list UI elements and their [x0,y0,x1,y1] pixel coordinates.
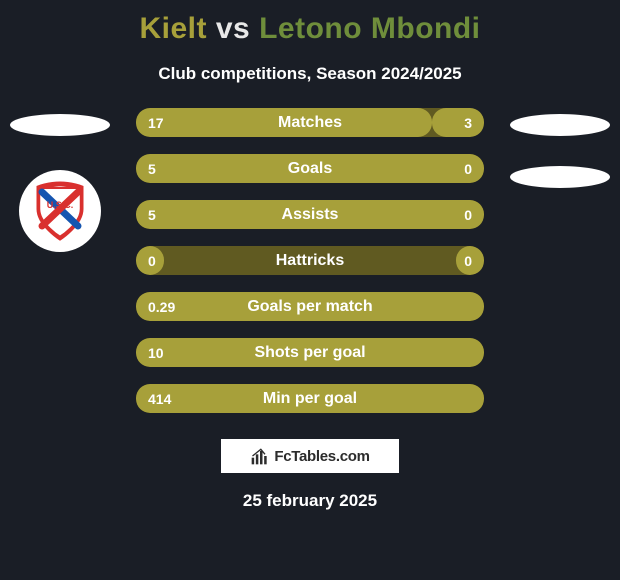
stat-label: Min per goal [136,390,484,408]
player1-name: Kielt [139,12,207,45]
content-area: U.S.C. 173Matches 50Goals 50Assists 00Hattr… [0,108,620,413]
stat-label: Goals [136,160,484,178]
source-logo: FcTables.com [221,439,399,473]
svg-text:U.S.C.: U.S.C. [47,200,74,210]
stat-label: Assists [136,206,484,224]
stat-row: 0.29Goals per match [136,292,484,321]
stat-row: 50Assists [136,200,484,229]
stats-container: 173Matches 50Goals 50Assists 00Hattricks 0.2… [136,108,484,413]
stat-label: Hattricks [136,252,484,270]
stat-label: Matches [136,114,484,132]
player1-placeholder-ellipse [10,114,110,136]
stat-row: 173Matches [136,108,484,137]
left-side-column: U.S.C. [6,108,114,252]
vs-separator: vs [216,12,250,45]
stat-row: 10Shots per goal [136,338,484,367]
stat-row: 414Min per goal [136,384,484,413]
generation-date: 25 february 2025 [0,491,620,511]
player2-placeholder-ellipse-1 [510,114,610,136]
source-logo-text: FcTables.com [274,448,369,465]
player2-name: Letono Mbondi [259,12,480,45]
subtitle: Club competitions, Season 2024/2025 [0,64,620,84]
club-shield-icon: U.S.C. [28,179,92,243]
player1-club-badge: U.S.C. [19,170,101,252]
comparison-title: Kielt vs Letono Mbondi [0,0,620,46]
stat-row: 50Goals [136,154,484,183]
stat-label: Goals per match [136,298,484,316]
bar-chart-icon [250,446,270,466]
stat-row: 00Hattricks [136,246,484,275]
player2-placeholder-ellipse-2 [510,166,610,188]
right-side-column [506,108,614,188]
stat-label: Shots per goal [136,344,484,362]
